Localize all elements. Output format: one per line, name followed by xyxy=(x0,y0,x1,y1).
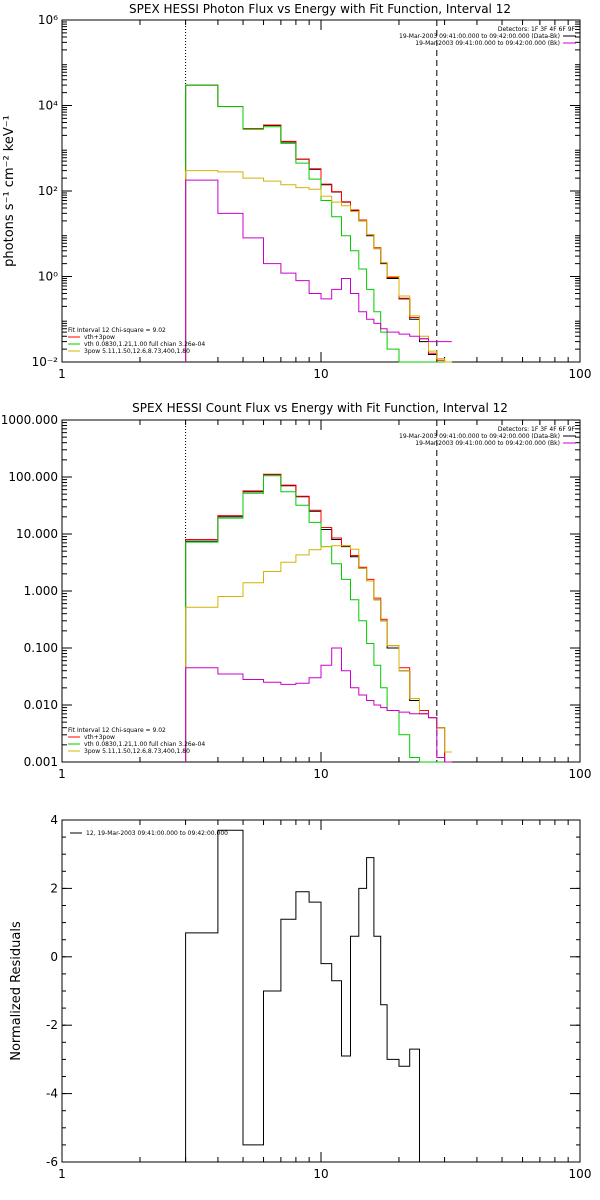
y-axis-label: Normalized Residuals xyxy=(9,921,24,1061)
series-line xyxy=(185,475,452,763)
y-tick-label: 0.010 xyxy=(24,698,58,712)
y-tick-label: 4 xyxy=(50,813,58,827)
y-tick-label: -4 xyxy=(46,1087,58,1101)
photon-flux-panel: SPEX HESSI Photon Flux vs Energy with Fi… xyxy=(2,2,591,381)
series-line xyxy=(185,829,437,1163)
x-tick-label: 100 xyxy=(569,767,592,781)
plot-frame xyxy=(61,419,581,763)
y-tick-label: 0 xyxy=(50,950,58,964)
x-tick-label: 100 xyxy=(569,1167,592,1181)
series-line xyxy=(185,84,452,363)
series-line xyxy=(185,473,452,763)
legend-detectors: Detectors: 1F 3F 4F 6F 9F xyxy=(498,26,576,33)
y-tick-label: 10⁻² xyxy=(32,355,59,369)
detector-legend: Detectors: 1F 3F 4F 6F 9F 19-Mar-2003 09… xyxy=(399,26,576,47)
legend-data-bk: 19-Mar-2003 09:41:00.000 to 09:42:00.000… xyxy=(399,33,560,40)
fit-legend: Fit Interval 12 Chi-square = 9.02 vth+3p… xyxy=(68,327,205,355)
legend-bk: 19-Mar-2003 09:41:00.000 to 09:42:00.000… xyxy=(415,440,560,447)
axis-ticks: 1 10 100 0.001 0.010 0.100 1.000 10.000 100.000 1… xyxy=(1,413,592,781)
x-tick-label: 10 xyxy=(313,367,328,381)
x-tick-label: 1 xyxy=(58,767,66,781)
series-group xyxy=(185,829,437,1163)
y-tick-label: 10⁰ xyxy=(38,270,58,284)
reference-lines xyxy=(185,20,438,362)
plot-frame xyxy=(61,819,581,1163)
y-tick-label: 0.100 xyxy=(24,641,58,655)
series-line xyxy=(185,84,452,363)
legend-fit-3pow: 3pow 5.11,1.50,12.6,8.73,400,1.80 xyxy=(84,348,190,355)
series-group xyxy=(185,473,452,763)
legend-bk: 19-Mar-2003 09:41:00.000 to 09:42:00.000… xyxy=(415,40,560,47)
axis-ticks: 1 10 100 -6 -4 -2 0 2 4 xyxy=(46,813,591,1181)
series-line xyxy=(185,647,452,763)
residuals-panel: Normalized Residuals 1 10 100 -6 -4 -2 0 2 4 12,… xyxy=(9,813,591,1181)
x-tick-label: 1 xyxy=(58,1167,66,1181)
y-tick-label: -6 xyxy=(46,1155,58,1169)
legend-fit-total: vth+3pow xyxy=(84,334,115,341)
x-tick-label: 100 xyxy=(569,367,592,381)
series-line xyxy=(185,179,452,362)
legend-fit-3pow: 3pow 5.11,1.50,12.6,8.73,400,1.80 xyxy=(84,748,190,755)
fit-legend: Fit Interval 12 Chi-square = 9.02 vth+3p… xyxy=(68,727,205,755)
series-group xyxy=(185,84,452,363)
axis-ticks: 1 10 100 10⁻² 10⁰ 10² 10⁴ 10⁶ xyxy=(32,13,592,381)
legend-fit-interval: Fit Interval 12 Chi-square = 9.02 xyxy=(68,327,166,334)
y-tick-label: 2 xyxy=(50,881,58,895)
count-flux-panel: SPEX HESSI Count Flux vs Energy with Fit… xyxy=(1,401,592,781)
legend-fit-vth: vth 0.0830,1.21,1.00 full chian 3.26e-04 xyxy=(84,341,205,348)
y-tick-label: 10.000 xyxy=(16,527,58,541)
y-tick-label: 1000.000 xyxy=(1,413,58,427)
y-tick-label: 0.001 xyxy=(24,755,58,769)
y-tick-label: 10⁶ xyxy=(38,13,58,27)
y-tick-label: 10² xyxy=(38,184,58,198)
legend-detectors: Detectors: 1F 3F 4F 6F 9F xyxy=(498,426,576,433)
series-line xyxy=(185,84,452,363)
y-tick-label: 1.000 xyxy=(24,584,58,598)
x-tick-label: 10 xyxy=(313,767,328,781)
legend-interval: 12, 19-Mar-2003 09:41:00.000 to 09:42:00… xyxy=(86,830,228,837)
legend-data-bk: 19-Mar-2003 09:41:00.000 to 09:42:00.000… xyxy=(399,433,560,440)
y-tick-label: 100.000 xyxy=(8,470,58,484)
residual-legend: 12, 19-Mar-2003 09:41:00.000 to 09:42:00… xyxy=(70,830,228,837)
x-tick-label: 10 xyxy=(313,1167,328,1181)
detector-legend: Detectors: 1F 3F 4F 6F 9F 19-Mar-2003 09… xyxy=(399,426,576,447)
y-tick-label: -2 xyxy=(46,1018,58,1032)
legend-fit-total: vth+3pow xyxy=(84,734,115,741)
chart-title: SPEX HESSI Photon Flux vs Energy with Fi… xyxy=(129,2,511,16)
legend-fit-vth: vth 0.0830,1.21,1.00 full chian 3.26e-04 xyxy=(84,741,205,748)
y-axis-label: photons s⁻¹ cm⁻² keV⁻¹ xyxy=(2,115,17,267)
series-line xyxy=(185,170,452,363)
legend-fit-interval: Fit Interval 12 Chi-square = 9.02 xyxy=(68,727,166,734)
series-line xyxy=(185,545,452,762)
y-tick-label: 10⁴ xyxy=(38,99,58,113)
chart-title: SPEX HESSI Count Flux vs Energy with Fit… xyxy=(132,401,508,415)
x-tick-label: 1 xyxy=(58,367,66,381)
